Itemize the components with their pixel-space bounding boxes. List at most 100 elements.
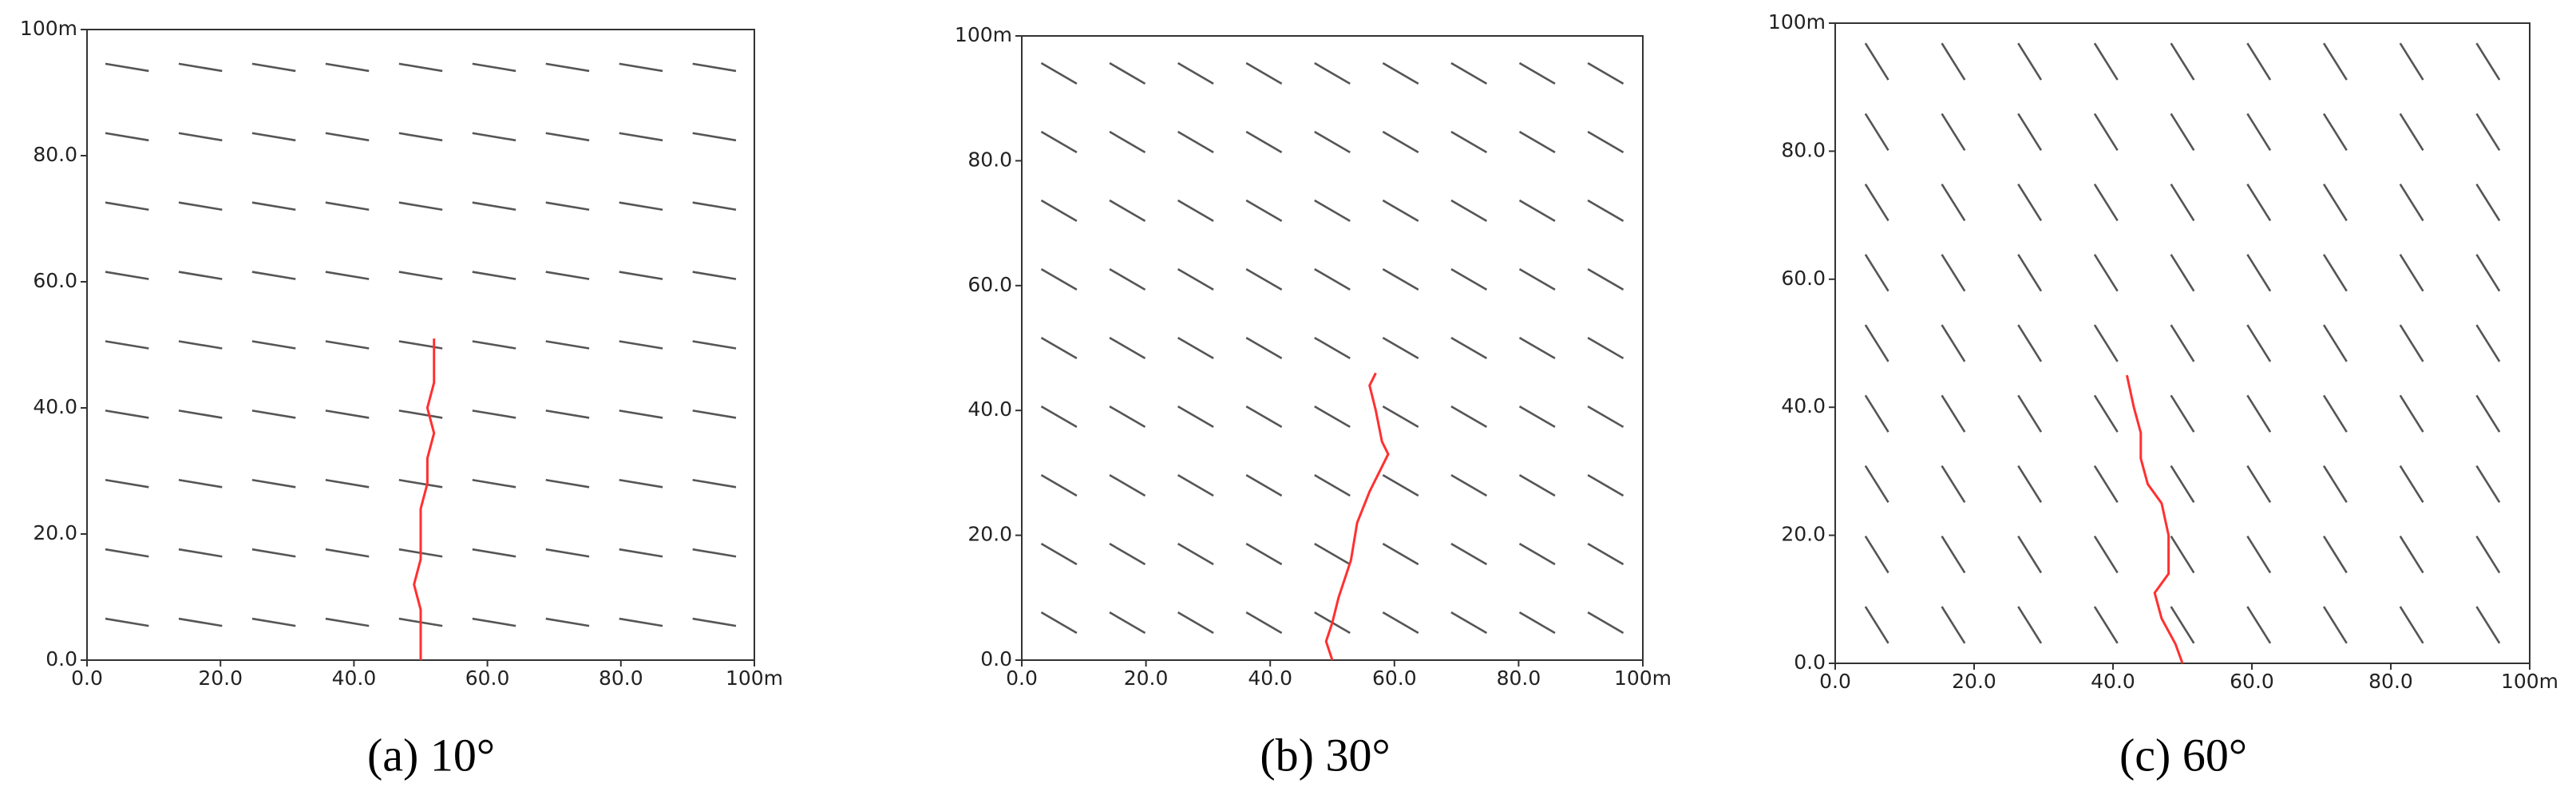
fracture xyxy=(178,617,223,627)
fracture xyxy=(1314,543,1351,566)
fracture xyxy=(325,271,370,280)
x-tick-label: 60.0 xyxy=(1372,667,1417,690)
fracture xyxy=(251,617,296,627)
fracture xyxy=(472,62,516,73)
x-tick-label: 100m xyxy=(2501,670,2558,693)
fracture xyxy=(1245,267,1283,291)
fracture xyxy=(1450,61,1488,85)
x-tick-label: 60.0 xyxy=(2230,670,2274,693)
fracture xyxy=(1314,199,1351,222)
fracture xyxy=(1314,474,1351,497)
fracture xyxy=(1450,336,1488,360)
fracture xyxy=(1040,61,1078,85)
fracture xyxy=(1941,254,1966,292)
fracture xyxy=(2399,113,2424,151)
x-tick-label: 60.0 xyxy=(465,667,510,690)
fracture xyxy=(2246,42,2272,81)
fracture xyxy=(398,132,443,142)
fracture xyxy=(1109,474,1146,497)
y-tick-label: 100m xyxy=(1768,10,1826,34)
fracture xyxy=(1109,61,1146,85)
fracture xyxy=(1314,405,1351,429)
fracture xyxy=(2475,254,2501,292)
fracture xyxy=(2246,536,2272,574)
fracture xyxy=(1245,336,1283,360)
fracture xyxy=(178,132,223,142)
fracture xyxy=(2093,536,2119,574)
fracture xyxy=(398,409,443,419)
fracture xyxy=(2170,465,2195,504)
fracture xyxy=(1450,130,1488,153)
fracture xyxy=(545,617,590,627)
fracture xyxy=(1518,336,1556,360)
fracture xyxy=(1941,606,1966,644)
fracture xyxy=(472,271,516,280)
fracture xyxy=(2475,113,2501,151)
fracture xyxy=(325,478,370,489)
fracture xyxy=(1109,543,1146,566)
fracture xyxy=(2093,324,2119,362)
fracture xyxy=(105,548,149,558)
fracture xyxy=(545,132,590,142)
fracture xyxy=(2322,113,2348,151)
fracture xyxy=(1941,536,1966,574)
fracture xyxy=(105,617,149,627)
fracture xyxy=(178,409,223,419)
fracture xyxy=(325,617,370,627)
fracture xyxy=(1587,474,1624,497)
fracture xyxy=(105,201,149,212)
x-tick-label: 80.0 xyxy=(2368,670,2413,693)
fracture xyxy=(1518,543,1556,566)
fracture xyxy=(472,132,516,142)
fracture xyxy=(105,271,149,280)
fracture xyxy=(2017,113,2043,151)
crack-path xyxy=(1324,372,1390,661)
caption: (a) 10° xyxy=(367,729,495,781)
fracture xyxy=(1518,474,1556,497)
fracture xyxy=(2322,536,2348,574)
fracture xyxy=(1109,267,1146,291)
fracture xyxy=(2170,536,2195,574)
y-tick-label: 60.0 xyxy=(1781,267,1826,290)
fracture xyxy=(2093,465,2119,504)
fracture xyxy=(2399,42,2424,81)
caption: (b) 30° xyxy=(1260,729,1390,781)
fracture xyxy=(251,62,296,73)
fracture xyxy=(2170,254,2195,292)
fracture xyxy=(325,409,370,419)
fracture xyxy=(692,271,737,280)
fracture xyxy=(545,548,590,558)
fracture xyxy=(1518,267,1556,291)
fracture xyxy=(1450,543,1488,566)
fracture xyxy=(1941,465,1966,504)
fracture xyxy=(1314,130,1351,153)
panel: 0.0 20.0 40.0 60.0 80.0 100m 0.0 20.0 40.0 60.0 80… xyxy=(1768,10,2558,781)
fracture xyxy=(178,548,223,558)
fracture xyxy=(251,340,296,350)
fracture xyxy=(2246,183,2272,222)
fracture xyxy=(1450,405,1488,429)
fracture xyxy=(1864,465,1889,504)
fracture xyxy=(1450,267,1488,291)
x-tick-label: 40.0 xyxy=(332,667,377,690)
fracture xyxy=(1109,130,1146,153)
fracture xyxy=(1587,199,1624,222)
fracture xyxy=(1518,611,1556,635)
y-tick-label: 20.0 xyxy=(1781,523,1826,546)
fracture xyxy=(1941,324,1966,362)
fracture xyxy=(1314,61,1351,85)
fracture xyxy=(692,617,737,627)
y-tick-label: 0.0 xyxy=(980,647,1012,671)
fracture xyxy=(545,201,590,212)
fracture xyxy=(2246,606,2272,644)
fracture xyxy=(692,548,737,558)
fracture xyxy=(619,548,663,558)
fracture xyxy=(1450,199,1488,222)
fracture xyxy=(545,62,590,73)
y-tick-label: 40.0 xyxy=(967,398,1012,421)
fracture xyxy=(472,201,516,212)
y-tick-label: 20.0 xyxy=(33,521,77,544)
fracture xyxy=(1245,474,1283,497)
fracture xyxy=(2017,324,2043,362)
